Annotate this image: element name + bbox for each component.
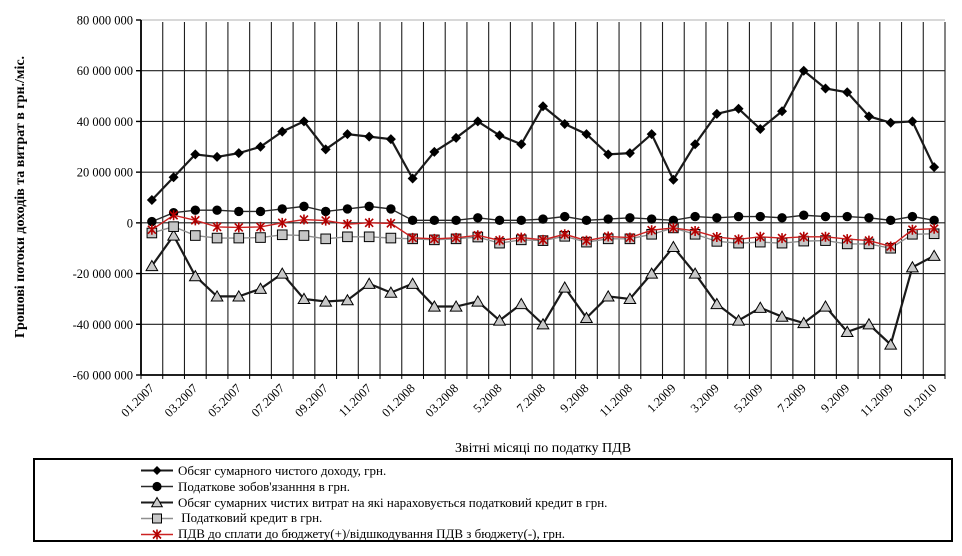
svg-text:1.2009: 1.2009 bbox=[644, 381, 678, 415]
legend-marker-square-icon bbox=[141, 513, 173, 524]
legend-marker-triangle-icon bbox=[141, 496, 173, 508]
legend-marker-star-icon bbox=[141, 529, 173, 540]
svg-text:5.2008: 5.2008 bbox=[470, 381, 504, 415]
svg-text:01.2008: 01.2008 bbox=[379, 381, 418, 420]
legend-item-expenses: Обсяг сумарних чистих витрат на які нара… bbox=[140, 495, 951, 511]
svg-text:0: 0 bbox=[127, 216, 133, 230]
legend-label-vat: ПДВ до сплати до бюджету(+)/відшкодуванн… bbox=[178, 526, 566, 542]
legend: Обсяг сумарного чистого доходу, грн. Под… bbox=[33, 458, 953, 542]
svg-text:9.2008: 9.2008 bbox=[557, 381, 591, 415]
x-axis-title: Звітні місяці по податку ПДВ bbox=[454, 441, 632, 456]
series-circle bbox=[147, 201, 939, 227]
svg-text:60 000 000: 60 000 000 bbox=[77, 64, 133, 78]
legend-marker-diamond-icon bbox=[141, 466, 173, 476]
legend-item-credit: Податковий кредит в грн. bbox=[140, 510, 951, 526]
y-tick-labels: 80 000 000 60 000 000 40 000 000 20 000 000… bbox=[73, 14, 141, 383]
gridlines bbox=[140, 19, 946, 375]
legend-label-income: Обсяг сумарного чистого доходу, грн. bbox=[178, 463, 387, 478]
svg-text:9.2009: 9.2009 bbox=[818, 381, 852, 415]
svg-text:11.2008: 11.2008 bbox=[597, 381, 635, 419]
x-tick-labels: 01.2007 03.2007 05.2007 07.2007 09.2007 11.20… bbox=[118, 375, 946, 420]
series-diamond bbox=[146, 65, 940, 206]
svg-text:5.2009: 5.2009 bbox=[731, 381, 765, 415]
svg-text:07.2007: 07.2007 bbox=[249, 381, 288, 420]
svg-text:40 000 000: 40 000 000 bbox=[77, 115, 133, 129]
svg-text:20 000 000: 20 000 000 bbox=[77, 166, 133, 180]
legend-marker-circle-icon bbox=[141, 482, 173, 492]
svg-text:-60 000 000: -60 000 000 bbox=[73, 369, 133, 383]
svg-text:05.2007: 05.2007 bbox=[205, 381, 244, 420]
svg-text:01.2007: 01.2007 bbox=[118, 381, 157, 420]
svg-text:11.2007: 11.2007 bbox=[336, 381, 374, 419]
svg-text:3.2009: 3.2009 bbox=[688, 381, 722, 415]
legend-item-liability: Податкове зобов'язанння в грн. bbox=[140, 479, 951, 495]
y-axis-title: Грошові потоки доходів та витрат в грн./… bbox=[13, 55, 28, 339]
svg-text:7.2009: 7.2009 bbox=[775, 381, 809, 415]
svg-text:03.2007: 03.2007 bbox=[162, 381, 201, 420]
svg-text:03.2008: 03.2008 bbox=[423, 381, 462, 420]
svg-text:-20 000 000: -20 000 000 bbox=[73, 267, 133, 281]
legend-item-vat: ПДВ до сплати до бюджету(+)/відшкодуванн… bbox=[140, 526, 951, 542]
legend-label-liability: Податкове зобов'язанння в грн. bbox=[178, 478, 351, 494]
svg-text:7.2008: 7.2008 bbox=[514, 381, 548, 415]
svg-text:09.2007: 09.2007 bbox=[292, 381, 331, 420]
series-star bbox=[147, 210, 939, 252]
plot-area: 80 000 000 60 000 000 40 000 000 20 000 000… bbox=[73, 14, 946, 420]
legend-label-credit: Податковий кредит в грн. bbox=[178, 510, 323, 526]
svg-text:-40 000 000: -40 000 000 bbox=[73, 318, 133, 332]
series-triangle bbox=[145, 229, 941, 350]
legend-label-expenses: Обсяг сумарних чистих витрат на які нара… bbox=[178, 494, 608, 510]
svg-text:11.2009: 11.2009 bbox=[857, 381, 895, 419]
legend-item-income: Обсяг сумарного чистого доходу, грн. bbox=[140, 463, 951, 479]
svg-text:80 000 000: 80 000 000 bbox=[77, 14, 133, 28]
svg-text:01.2010: 01.2010 bbox=[901, 381, 940, 420]
